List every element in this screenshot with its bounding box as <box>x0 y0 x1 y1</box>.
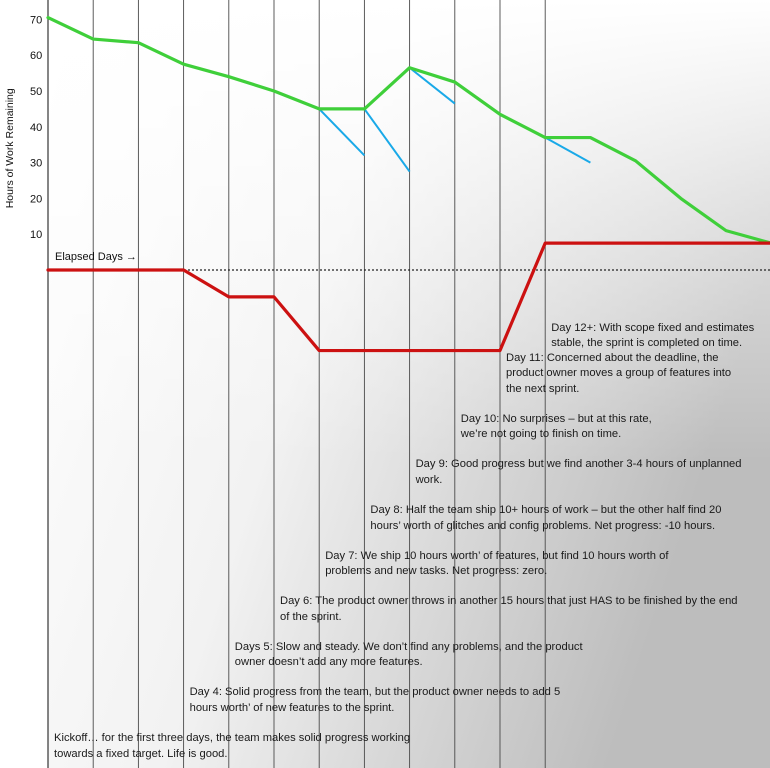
annotation-line: towards a fixed target. Life is good. <box>54 747 228 760</box>
y-tick-label: 60 <box>30 50 42 62</box>
y-tick-label: 20 <box>30 193 42 205</box>
annotation-day-8: Day 9: Good progress but we find another… <box>416 457 742 488</box>
y-tick-label: 70 <box>30 14 42 26</box>
annotation-day-9: Day 10: No surprises – but at this rate,… <box>461 412 652 443</box>
annotation-line: hours worth’ of new features to the spri… <box>189 701 395 714</box>
plot-background-fade <box>48 0 770 768</box>
annotation-line: of the sprint. <box>280 610 342 623</box>
y-tick-label: 10 <box>30 229 42 241</box>
projection-line <box>363 108 411 173</box>
projection-line <box>408 66 456 105</box>
annotation-line: problems and new tasks. Net progress: ze… <box>325 565 548 578</box>
annotation-day-6: Day 7: We ship 10 hours worth’ of featur… <box>325 549 668 580</box>
projection-line <box>318 108 366 157</box>
annotation-line: Day 12+: With scope fixed and estimates <box>551 321 755 334</box>
projection-line <box>544 136 591 164</box>
annotation-line: Day 7: We ship 10 hours worth’ of featur… <box>325 549 669 562</box>
annotation-day-7: Day 8: Half the team ship 10+ hours of w… <box>370 503 721 534</box>
annotation-day-3: Day 4: Solid progress from the team, but… <box>190 685 561 716</box>
y-tick-label: 50 <box>30 86 42 98</box>
annotation-day-10: Day 11: Concerned about the deadline, th… <box>506 351 731 398</box>
annotation-day-4: Days 5: Slow and steady. We don’t find a… <box>235 640 583 671</box>
annotation-line: Day 4: Solid progress from the team, but… <box>189 686 561 699</box>
annotation-line: Days 5: Slow and steady. We don’t find a… <box>234 640 583 653</box>
elapsed-days-label: Elapsed Days → <box>55 251 137 263</box>
annotation-line: we’re not going to finish on time. <box>460 428 622 441</box>
annotation-line: product owner moves a group of features … <box>506 367 732 380</box>
annotation-line: hours’ worth of glitches and config prob… <box>370 519 716 532</box>
annotation-day-0: Kickoff… for the first three days, the t… <box>54 731 410 762</box>
annotation-line: Day 9: Good progress but we find another… <box>415 458 742 471</box>
annotation-line: stable, the sprint is completed on time. <box>551 337 743 350</box>
annotation-line: Day 8: Half the team ship 10+ hours of w… <box>370 504 722 516</box>
annotation-line: Day 11: Concerned about the deadline, th… <box>506 351 719 364</box>
y-tick-label: 40 <box>30 122 42 134</box>
annotation-line: Kickoff… for the first three days, the t… <box>54 732 411 744</box>
annotation-line: work. <box>415 473 443 486</box>
annotation-line: Day 6: The product owner throws in anoth… <box>280 595 738 608</box>
remaining-work-line <box>46 16 770 245</box>
annotation-line: Day 10: No surprises – but at this rate, <box>460 412 652 425</box>
annotation-line: owner doesn’t add any more features. <box>234 656 423 669</box>
annotation-day-5: Day 6: The product owner throws in anoth… <box>280 594 738 625</box>
scope-change-line <box>46 241 770 353</box>
y-axis-label: Hours of Work Remaining <box>4 88 16 208</box>
annotation-line: the next sprint. <box>506 382 580 395</box>
y-tick-label: 30 <box>30 158 42 170</box>
annotation-day-11: Day 12+: With scope fixed and estimates s… <box>551 321 754 352</box>
